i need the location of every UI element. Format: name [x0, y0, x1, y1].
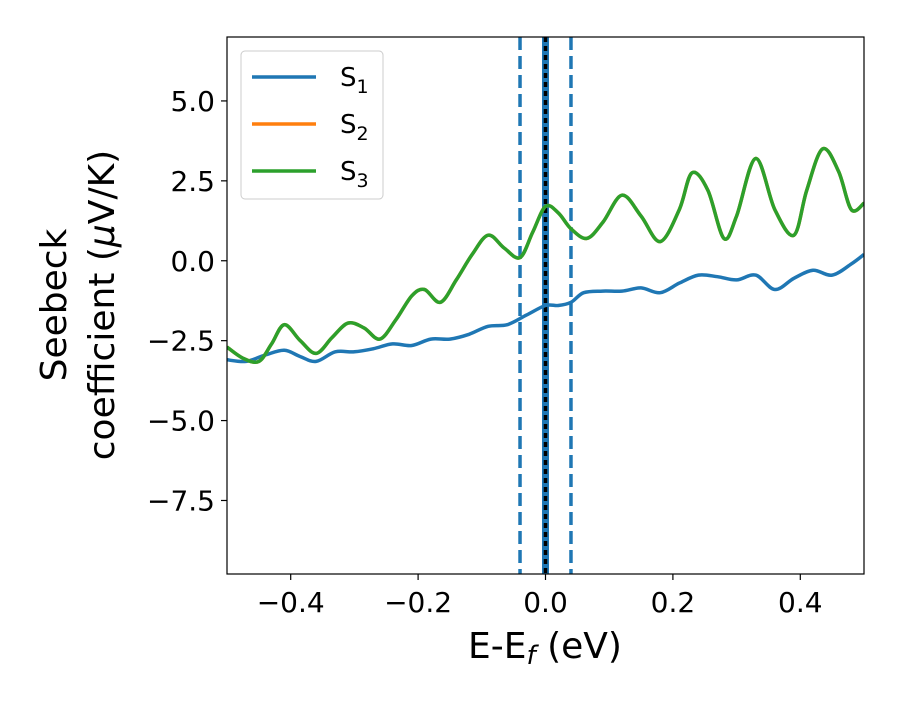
x-tick-label: −0.2: [384, 586, 452, 619]
x-tick-label: 0.0: [523, 586, 568, 619]
series-line-S1: [227, 253, 864, 364]
y-axis-title-line1: Seebeck: [34, 228, 75, 381]
series-lines: [227, 146, 864, 364]
legend: S1 S2 S3: [240, 50, 384, 200]
x-axis-title: E-Ef (eV): [468, 626, 622, 671]
x-tick-label: 0.4: [778, 586, 823, 619]
x-tick-label: 0.2: [651, 586, 696, 619]
x-axis-ticks: −0.4 −0.2 0.0 0.2 0.4: [257, 574, 823, 619]
y-tick-label: 5.0: [170, 85, 215, 118]
y-axis-ticks: 5.0 2.5 0.0 −2.5 −5.0 −7.5: [147, 85, 227, 517]
legend-label-S3: S3: [340, 157, 369, 192]
y-tick-label: −7.5: [147, 484, 215, 517]
y-tick-label: −5.0: [147, 405, 215, 438]
y-axis-title-line2: coefficient (μV/K): [82, 150, 123, 460]
x-tick-label: −0.4: [257, 586, 325, 619]
series-line-S3: [227, 146, 864, 364]
y-tick-label: −2.5: [147, 325, 215, 358]
y-tick-label: 2.5: [170, 165, 215, 198]
y-tick-label: 0.0: [170, 245, 215, 278]
y-axis-title: Seebeck coefficient (μV/K): [34, 150, 123, 460]
legend-entries: S1 S2 S3: [252, 63, 369, 192]
legend-label-S2: S2: [340, 110, 369, 145]
legend-label-S1: S1: [340, 63, 369, 98]
